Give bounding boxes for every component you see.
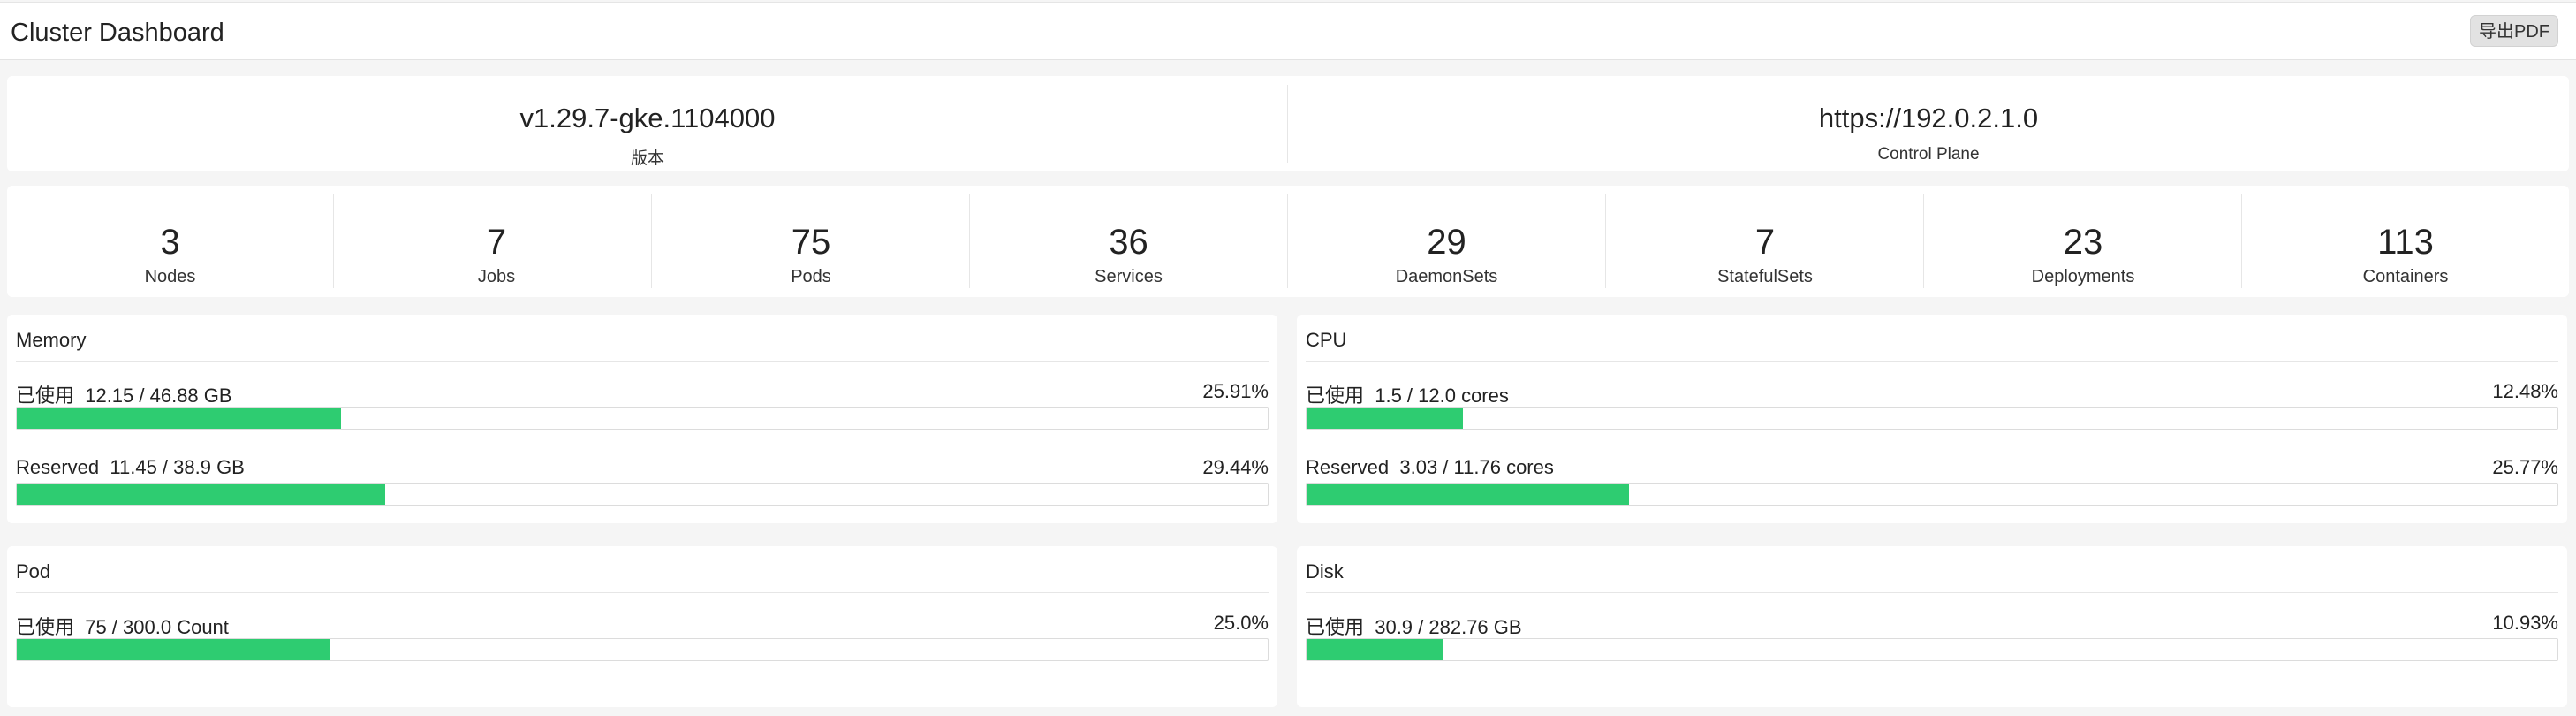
stat-label: Containers [2362,267,2449,286]
stat-value: 7 [1754,223,1776,262]
divider [651,194,652,288]
pod-title: Pod [16,560,51,583]
stat-deployments[interactable]: 23 Deployments [1924,194,2242,288]
control-plane-value: https://192.0.2.1.0 [1818,103,2039,133]
divider [1287,85,1288,163]
divider [1306,361,2558,362]
version-info: v1.29.7-gke.1104000 版本 [7,87,1288,168]
disk-card: Disk 已使用 30.9 / 282.76 GB 10.93% [1297,546,2567,707]
memory-reserved-metric: Reserved 11.45 / 38.9 GB 29.44% [16,456,1269,518]
pod-card: Pod 已使用 75 / 300.0 Count 25.0% [7,546,1277,707]
disk-used-metric: 已使用 30.9 / 282.76 GB 10.93% [1306,612,2558,674]
cpu-reserved-label: Reserved 3.03 / 11.76 cores [1306,456,1554,478]
cpu-reserved-progress-bar [1306,483,2558,506]
stat-label: Services [1095,267,1163,286]
memory-used-metric: 已使用 12.15 / 46.88 GB 25.91% [16,380,1269,442]
version-value: v1.29.7-gke.1104000 [519,103,776,133]
progress-fill [1307,484,1629,505]
stat-label: StatefulSets [1717,267,1813,286]
cluster-info-card: v1.29.7-gke.1104000 版本 https://192.0.2.1… [7,76,2569,171]
stat-value: 7 [486,223,507,262]
progress-fill [1307,639,1443,660]
progress-fill [1307,408,1463,429]
memory-used-percent: 25.91% [1202,380,1269,402]
memory-used-label: 已使用 12.15 / 46.88 GB [16,385,232,407]
stat-jobs[interactable]: 7 Jobs [334,194,659,288]
pod-used-label: 已使用 75 / 300.0 Count [16,616,229,638]
control-plane-info: https://192.0.2.1.0 Control Plane [1288,87,2569,164]
export-pdf-button[interactable]: 导出PDF [2470,15,2558,47]
divider [1923,194,1924,288]
memory-title: Memory [16,329,87,351]
divider [16,361,1269,362]
pod-used-metric: 已使用 75 / 300.0 Count 25.0% [16,612,1269,674]
divider [969,194,970,288]
stat-label: DaemonSets [1395,267,1498,286]
stat-value: 23 [2063,223,2103,262]
stat-label: Deployments [2031,267,2135,286]
memory-reserved-percent: 29.44% [1202,456,1269,478]
memory-used-progress-bar [16,407,1269,430]
stat-nodes[interactable]: 3 Nodes [7,194,333,288]
disk-title: Disk [1306,560,1344,583]
stat-value: 29 [1427,223,1466,262]
stat-containers[interactable]: 113 Containers [2242,194,2569,288]
cpu-used-percent: 12.48% [2492,380,2558,402]
stat-value: 113 [2377,223,2434,262]
disk-used-label: 已使用 30.9 / 282.76 GB [1306,616,1522,638]
stat-label: Nodes [144,267,196,286]
page-title: Cluster Dashboard [11,19,224,47]
divider [333,194,334,288]
cpu-used-label: 已使用 1.5 / 12.0 cores [1306,385,1509,407]
version-label: 版本 [630,149,664,168]
progress-fill [17,408,341,429]
stat-value: 3 [160,223,180,262]
stat-value: 36 [1109,223,1148,262]
control-plane-label: Control Plane [1877,145,1980,164]
cpu-card: CPU 已使用 1.5 / 12.0 cores 12.48% Reserved… [1297,315,2567,523]
cpu-reserved-metric: Reserved 3.03 / 11.76 cores 25.77% [1306,456,2558,518]
stat-pods[interactable]: 75 Pods [652,194,970,288]
page-header: Cluster Dashboard 导出PDF [0,2,2576,60]
divider [16,592,1269,593]
divider [1605,194,1606,288]
stat-value: 75 [791,223,831,262]
cpu-title: CPU [1306,329,1347,351]
stat-services[interactable]: 36 Services [970,194,1287,288]
stat-daemonsets[interactable]: 29 DaemonSets [1288,194,1605,288]
memory-card: Memory 已使用 12.15 / 46.88 GB 25.91% Reser… [7,315,1277,523]
divider [1306,592,2558,593]
stat-label: Jobs [477,267,516,286]
disk-used-progress-bar [1306,638,2558,661]
memory-reserved-label: Reserved 11.45 / 38.9 GB [16,456,245,478]
resource-counts-card: 3 Nodes 7 Jobs 75 Pods 36 Services 29 Da… [7,186,2569,297]
stat-statefulsets[interactable]: 7 StatefulSets [1606,194,1924,288]
stat-label: Pods [791,267,831,286]
divider [1287,194,1288,288]
cpu-reserved-percent: 25.77% [2492,456,2558,478]
disk-used-percent: 10.93% [2492,612,2558,634]
progress-fill [17,639,330,660]
divider [2241,194,2242,288]
pod-used-progress-bar [16,638,1269,661]
progress-fill [17,484,385,505]
memory-reserved-progress-bar [16,483,1269,506]
cpu-used-progress-bar [1306,407,2558,430]
cpu-used-metric: 已使用 1.5 / 12.0 cores 12.48% [1306,380,2558,442]
pod-used-percent: 25.0% [1213,612,1269,634]
